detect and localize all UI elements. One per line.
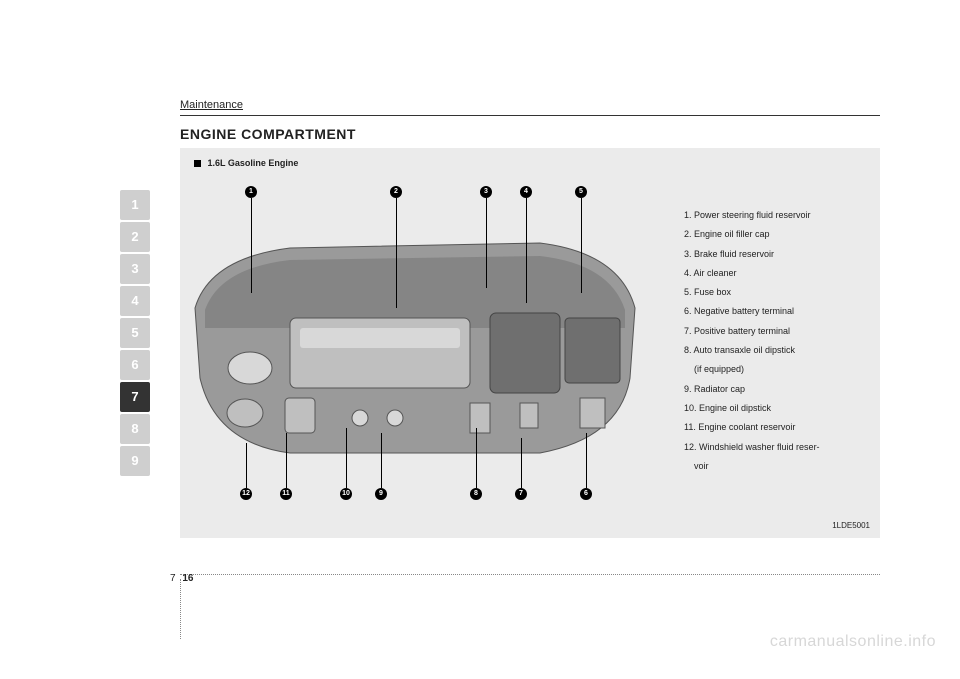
callout-item: 2. Engine oil filler cap: [684, 227, 864, 242]
chapter-tab[interactable]: 7: [120, 382, 150, 412]
page-content: Maintenance ENGINE COMPARTMENT 1.6L Gaso…: [180, 95, 880, 538]
chapter-tab[interactable]: 8: [120, 414, 150, 444]
marker-leader: [476, 428, 477, 488]
callout-item: 3. Brake fluid reservoir: [684, 247, 864, 262]
marker-circle: 9: [375, 488, 387, 500]
chapter-tab[interactable]: 4: [120, 286, 150, 316]
marker-circle: 7: [515, 488, 527, 500]
callout-item: 7. Positive battery terminal: [684, 324, 864, 339]
marker-leader: [581, 198, 582, 293]
marker-leader: [346, 428, 347, 488]
chapter-tab[interactable]: 1: [120, 190, 150, 220]
callout-item: (if equipped): [684, 362, 864, 377]
chapter-tab[interactable]: 9: [120, 446, 150, 476]
marker-circle: 2: [390, 186, 402, 198]
marker-circle: 6: [580, 488, 592, 500]
chapter-tab[interactable]: 2: [120, 222, 150, 252]
page-vline: [180, 579, 181, 639]
marker-leader: [586, 433, 587, 488]
marker-circle: 8: [470, 488, 482, 500]
marker-leader: [526, 198, 527, 303]
page-num: 16: [182, 573, 193, 584]
marker-leader: [521, 438, 522, 488]
callout-item: 9. Radiator cap: [684, 382, 864, 397]
marker-leader: [286, 433, 287, 488]
chapter-tab[interactable]: 6: [120, 350, 150, 380]
marker-circle: 10: [340, 488, 352, 500]
marker-circle: 3: [480, 186, 492, 198]
figure-code: 1LDE5001: [832, 521, 870, 530]
chapter-tabs: 123456789: [120, 190, 150, 478]
engine-illustration: [190, 218, 640, 468]
callout-item: 8. Auto transaxle oil dipstick: [684, 343, 864, 358]
marker-leader: [486, 198, 487, 288]
marker-circle: 4: [520, 186, 532, 198]
chapter-number: 7: [170, 573, 176, 584]
square-bullet-icon: [194, 160, 201, 167]
callout-item: voir: [684, 459, 864, 474]
chapter-tab[interactable]: 3: [120, 254, 150, 284]
page-number: 7 16: [170, 573, 193, 584]
marker-circle: 5: [575, 186, 587, 198]
callout-list: 1. Power steering fluid reservoir 2. Engi…: [684, 208, 864, 478]
section-title: ENGINE COMPARTMENT: [180, 126, 880, 142]
callout-item: 6. Negative battery terminal: [684, 304, 864, 319]
callout-item: 10. Engine oil dipstick: [684, 401, 864, 416]
callout-item: 4. Air cleaner: [684, 266, 864, 281]
watermark: carmanualsonline.info: [770, 633, 936, 651]
marker-leader: [246, 443, 247, 488]
figure-box: 1.6L Gasoline Engine 1. Power steering f…: [180, 148, 880, 538]
callout-item: 1. Power steering fluid reservoir: [684, 208, 864, 223]
marker-leader: [381, 433, 382, 488]
marker-circle: 12: [240, 488, 252, 500]
engine-label: 1.6L Gasoline Engine: [194, 158, 298, 168]
callout-item: 12. Windshield washer fluid reser-: [684, 440, 864, 455]
marker-circle: 1: [245, 186, 257, 198]
callout-item: 5. Fuse box: [684, 285, 864, 300]
engine-label-text: 1.6L Gasoline Engine: [208, 158, 299, 168]
header-rule: Maintenance: [180, 95, 880, 116]
callout-item: 11. Engine coolant reservoir: [684, 420, 864, 435]
page-dots: [180, 574, 880, 575]
marker-leader: [251, 198, 252, 293]
chapter-tab[interactable]: 5: [120, 318, 150, 348]
marker-circle: 11: [280, 488, 292, 500]
marker-leader: [396, 198, 397, 308]
header-section: Maintenance: [180, 99, 243, 111]
